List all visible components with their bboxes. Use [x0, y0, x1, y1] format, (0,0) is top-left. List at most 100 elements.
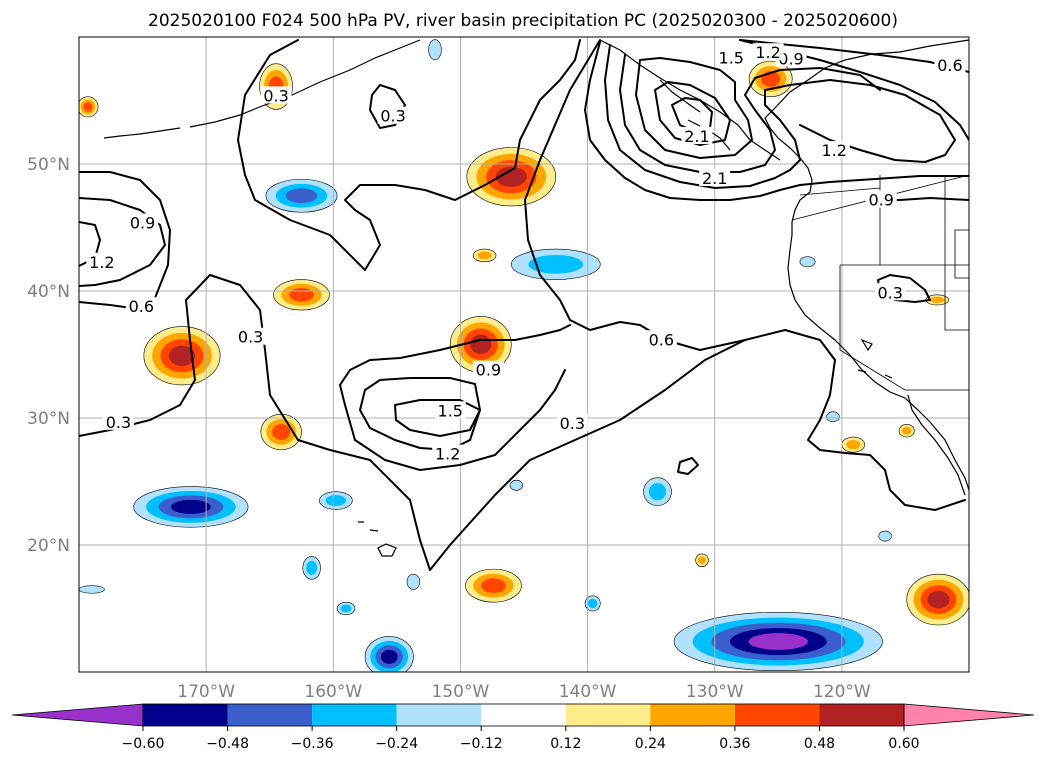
colorbar-tick-label: 0.60 — [888, 736, 919, 752]
pv-contour-label: 0.6 — [649, 330, 674, 349]
pv-contour-label: 1.2 — [89, 253, 114, 272]
pv-contour-label: 0.3 — [263, 86, 288, 105]
colorbar-segment — [227, 704, 313, 726]
pc-shading-level — [470, 334, 492, 355]
pv-contour-label: 0.3 — [106, 413, 131, 432]
colorbar-segment — [650, 704, 735, 726]
pv-contour-label: 1.2 — [822, 141, 847, 160]
pc-shading-level — [79, 585, 105, 594]
pv-contour-label: 0.3 — [877, 283, 902, 302]
pc-shading-level — [846, 439, 861, 450]
contour-label-bg — [235, 327, 267, 345]
negative-pc-region — [584, 595, 601, 612]
contour-label-bg — [699, 168, 731, 186]
positive-pc-region — [472, 248, 497, 263]
pc-shading-level — [902, 426, 912, 435]
pc-shading-level — [698, 556, 706, 565]
pv-contour-label: 1.2 — [435, 445, 460, 464]
colorbar-segment — [481, 704, 566, 726]
negative-pc-region — [826, 411, 840, 423]
pv-contour-label: 0.6 — [129, 297, 154, 316]
contour-label-bg — [645, 330, 677, 348]
colorbar: −0.60 −0.48 −0.36 −0.24 −0.12 0.12 0.24 0.36 0.4… — [11, 703, 1035, 752]
pc-shading-level — [272, 424, 291, 440]
pc-shading-level — [477, 251, 492, 260]
colorbar-segment — [143, 704, 228, 726]
positive-pc-region — [841, 436, 866, 453]
negative-pc-region — [336, 601, 356, 616]
pv-contour-label: 0.9 — [130, 213, 155, 232]
negative-pc-region — [79, 585, 105, 594]
pc-shading-level — [83, 102, 93, 112]
positive-pc-region — [79, 96, 99, 118]
contour-label-bg — [86, 252, 118, 270]
contour-label-bg — [934, 55, 966, 73]
contour-label-bg — [377, 106, 409, 124]
pc-shading-level — [528, 254, 584, 274]
pv-contour-label: 0.3 — [238, 328, 263, 347]
pc-shading-level — [509, 479, 524, 491]
pc-shading-level — [285, 188, 318, 204]
contour-label-bg — [865, 190, 897, 208]
lat-tick-label: 20°N — [27, 536, 70, 556]
contour-label-bg — [715, 48, 747, 66]
negative-pc-region — [133, 486, 249, 528]
map-panel: 0.30.30.30.30.30.30.60.60.60.90.90.90.91… — [78, 36, 970, 673]
pc-shading-level — [170, 499, 211, 514]
colorbar-extend-max — [903, 703, 1035, 727]
lon-tick-label: 150°W — [432, 682, 490, 702]
negative-pc-region — [878, 530, 892, 542]
lon-tick-label: 160°W — [304, 682, 362, 702]
pv-contour-label: 1.5 — [438, 401, 463, 420]
lat-tick-label: 50°N — [27, 155, 70, 175]
colorbar-segment — [396, 704, 482, 726]
positive-pc-region — [695, 553, 709, 567]
pc-shading-level — [826, 411, 840, 423]
pv-contour-label: 0.9 — [869, 191, 894, 210]
colorbar-segment — [819, 704, 904, 726]
pc-shading-level — [748, 633, 809, 650]
positive-pc-region — [260, 413, 302, 451]
positive-pc-region — [906, 573, 969, 626]
pc-shading-level — [406, 573, 421, 590]
lon-tick-label: 170°W — [177, 682, 235, 702]
pv-contour-labels: 0.30.30.30.30.30.30.60.60.60.90.90.90.91… — [86, 43, 966, 464]
pc-shading-level — [799, 256, 816, 268]
positive-pc-region — [143, 326, 221, 386]
contour-label-bg — [752, 43, 784, 61]
colorbar-tick-label: −0.36 — [291, 736, 334, 752]
pc-shading-level — [481, 578, 506, 593]
contour-label-bg — [874, 283, 906, 301]
positive-pc-region — [898, 424, 915, 438]
positive-pc-region — [466, 147, 557, 207]
lat-tick-label: 30°N — [27, 409, 70, 429]
contour-label-bg — [102, 412, 134, 430]
lon-tick-label: 120°W — [813, 682, 871, 702]
pc-shading-level — [325, 495, 347, 507]
pc-shading-level — [289, 288, 314, 302]
colorbar-segment — [734, 704, 820, 726]
pc-shading-level — [380, 649, 398, 664]
colorbar-tick-label: 0.24 — [635, 736, 666, 752]
colorbar-tick-label: −0.48 — [206, 736, 249, 752]
negative-pc-region — [799, 256, 816, 268]
negative-pc-region — [673, 612, 883, 672]
colorbar-tick-label: −0.60 — [122, 736, 165, 752]
pc-shading-level — [428, 39, 442, 61]
lon-tick-label: 130°W — [686, 682, 744, 702]
pc-shading-level — [495, 166, 527, 187]
pc-shading-level — [927, 590, 950, 609]
contour-label-bg — [556, 414, 588, 432]
negative-pc-region — [406, 573, 421, 590]
pc-shading-level — [878, 530, 892, 542]
negative-pc-region — [428, 39, 442, 61]
contour-label-bg — [432, 444, 464, 462]
colorbar-frame — [142, 703, 905, 727]
pv-contour-label: 2.1 — [684, 127, 709, 146]
contour-label-bg — [127, 213, 159, 231]
contour-label-bg — [434, 401, 466, 419]
pv-contour-label: 0.3 — [380, 107, 405, 126]
pv-contour-label: 0.9 — [778, 50, 803, 69]
colorbar-tick-label: 0.36 — [719, 736, 750, 752]
colorbar-tick-label: 0.12 — [550, 736, 581, 752]
